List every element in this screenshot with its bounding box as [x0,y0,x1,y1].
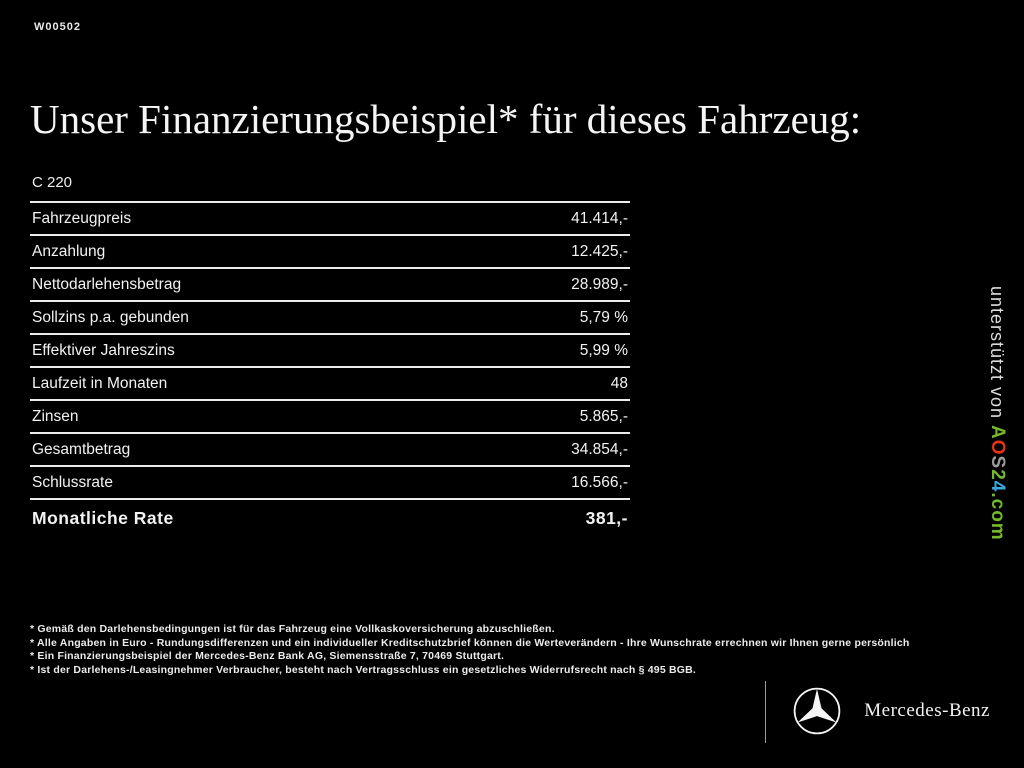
aos24-letter: O [987,439,1008,456]
table-row: Fahrzeugpreis 41.414,- [30,201,630,234]
footnote-line: * Ist der Darlehens-/Leasingnehmer Verbr… [30,663,697,676]
row-label: Effektiver Jahreszins [32,342,175,359]
brand-name: Mercedes-Benz [864,700,990,721]
row-value: 5,79 % [579,309,628,326]
table-row: Monatliche Rate 381,- [30,498,630,535]
vehicle-model-label: C 220 [32,174,73,191]
row-value: 5,99 % [579,342,628,359]
row-value: 12.425,- [571,243,628,260]
table-row: Laufzeit in Monaten 48 [30,366,630,399]
row-label: Nettodarlehensbetrag [32,276,182,293]
footnote-line: * Ein Finanzierungsbeispiel der Mercedes… [30,650,505,662]
mercedes-star-icon [794,687,841,735]
aos24-letter: 2 [987,469,1008,481]
table-row: Schlussrate 16.566,- [30,465,630,498]
footnote-line: * Alle Angaben in Euro - Rundungsdiffere… [30,636,910,649]
table-row: Nettodarlehensbetrag 28.989,- [30,267,630,300]
row-value: 28.989,- [571,276,628,293]
footnotes: * Gemäß den Darlehensbedingungen ist für… [30,623,1024,677]
page-title: Unser Finanzierungsbeispiel* für dieses … [30,96,862,143]
row-label: Monatliche Rate [32,508,174,528]
row-label: Sollzins p.a. gebunden [32,309,189,326]
aos24-letter: A [987,425,1008,440]
row-value: 34.854,- [571,441,628,458]
row-label: Anzahlung [32,243,106,260]
row-value: 16.566,- [571,474,628,491]
table-row: Sollzins p.a. gebunden 5,79 % [30,300,630,333]
table-row: Zinsen 5.865,- [30,399,630,432]
document-code: W00502 [34,21,81,33]
row-value: 381,- [585,508,628,528]
watermark-prefix: unterstützt von [987,286,1007,426]
table-row: Gesamtbetrag 34.854,- [30,432,630,465]
aos24-letter: S [987,455,1008,470]
row-label: Zinsen [32,408,79,425]
aos24-logo-text: AOS24.com [987,425,1008,541]
row-value: 41.414,- [571,210,628,227]
row-value: 48 [610,375,628,392]
financing-rows: Fahrzeugpreis 41.414,- Anzahlung 12.425,… [30,201,630,535]
row-label: Fahrzeugpreis [32,210,132,227]
row-label: Laufzeit in Monaten [32,375,168,392]
footnote-line: * Gemäß den Darlehensbedingungen ist für… [30,623,555,635]
row-label: Gesamtbetrag [32,441,131,458]
row-value: 5.865,- [579,408,628,425]
table-row: Effektiver Jahreszins 5,99 % [30,333,630,366]
table-row: Anzahlung 12.425,- [30,234,630,267]
aos24-letter: .com [987,492,1008,541]
supported-by-watermark: unterstützt von AOS24.com [986,286,1008,541]
financing-table: C 220 Fahrzeugpreis 41.414,- Anzahlung 1… [30,174,630,535]
brand-footer: Mercedes-Benz [792,686,990,736]
footer-divider [765,681,766,743]
aos24-letter: 4 [987,480,1008,493]
row-label: Schlussrate [32,474,113,491]
